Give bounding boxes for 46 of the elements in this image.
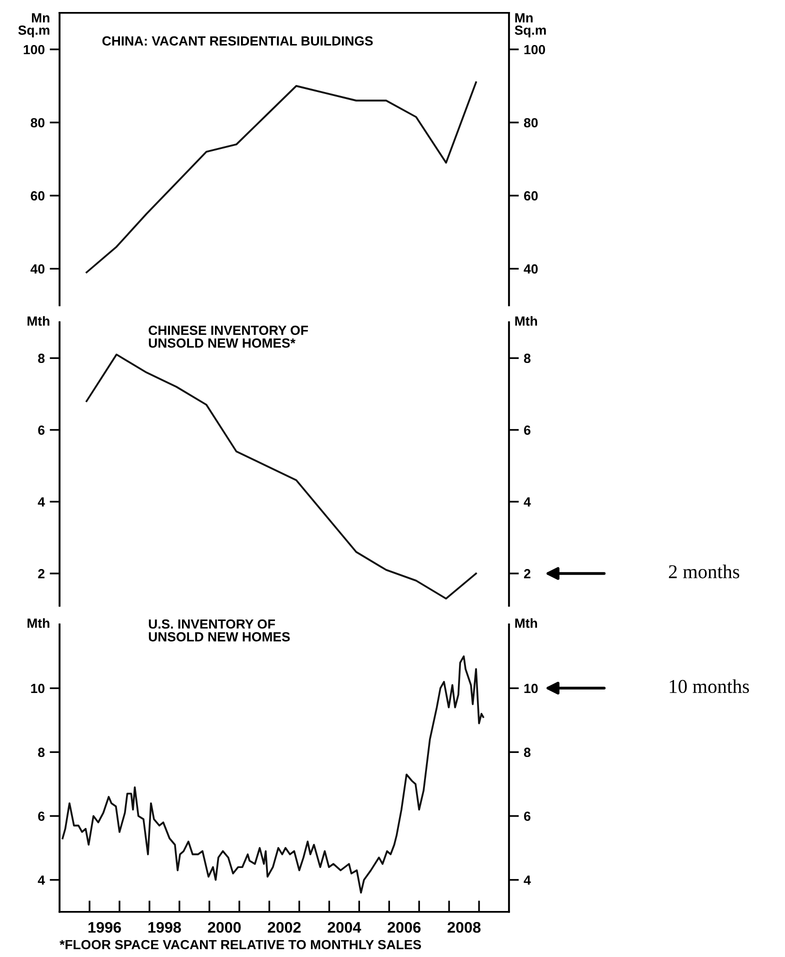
- y2-tick-label: 80: [524, 118, 538, 128]
- y-tick-label: 6: [38, 812, 45, 821]
- y-tick-label: 40: [30, 264, 44, 274]
- line-series: [86, 354, 477, 600]
- y-tick-label: 2: [38, 569, 44, 578]
- y-tick-label: 8: [38, 748, 45, 758]
- y2-tick-label: 4: [524, 876, 531, 885]
- line-series: [86, 81, 477, 274]
- y-tick-label: 4: [38, 497, 45, 506]
- text: CHINESE INVENTORY OF UNSOLD NEW HOMES*: [148, 326, 308, 348]
- text: CHINA: VACANT RESIDENTIAL BUILDINGS: [102, 36, 373, 46]
- y-axis-title: Mn Sq.m: [18, 13, 50, 38]
- y2-tick-label: 6: [524, 425, 530, 435]
- y-tick-label: 8: [38, 354, 45, 364]
- x-tick-label: 1996: [88, 922, 121, 933]
- chart-title: U.S. INVENTORY OF UNSOLD NEW HOMES: [148, 619, 290, 642]
- y-tick-label: 6: [38, 425, 45, 435]
- y-tick-label: 10: [31, 684, 44, 694]
- x-tick-label: 2004: [328, 922, 362, 933]
- x-tick-label: 1998: [148, 922, 181, 933]
- text: 10 months: [670, 679, 749, 694]
- y2-tick-label: 4: [524, 497, 531, 506]
- y2-axis-title: Mth: [515, 316, 538, 326]
- y2-tick-label: 40: [524, 264, 538, 274]
- y2-tick-label: 60: [524, 191, 538, 201]
- y-tick-label: 80: [30, 118, 44, 128]
- y2-tick-label: 100: [524, 44, 546, 54]
- x-tick-label: 2002: [268, 922, 301, 933]
- text: *FLOOR SPACE VACANT RELATIVE TO MONTHLY SALES: [60, 940, 422, 950]
- y2-tick-label: 10: [524, 684, 538, 694]
- x-tick-label: 2008: [448, 922, 481, 933]
- y-tick-label: 4: [38, 876, 45, 885]
- line-series: [62, 655, 484, 894]
- x-tick-label: 2006: [388, 922, 421, 933]
- y-axis-title: Mth: [28, 316, 50, 326]
- y-axis-title: Mth: [28, 618, 50, 628]
- y-tick-label: 60: [30, 191, 44, 201]
- y-tick-label: 100: [24, 44, 44, 54]
- y2-axis-title: Mn Sq.m: [514, 13, 546, 38]
- y2-tick-label: 8: [524, 748, 531, 758]
- y2-axis-title: Mth: [515, 618, 538, 628]
- x-tick-label: 2000: [208, 922, 241, 933]
- y2-tick-label: 6: [524, 812, 530, 821]
- text: 2 months: [668, 564, 740, 578]
- y2-tick-label: 8: [524, 354, 531, 364]
- y2-tick-label: 2: [524, 569, 530, 578]
